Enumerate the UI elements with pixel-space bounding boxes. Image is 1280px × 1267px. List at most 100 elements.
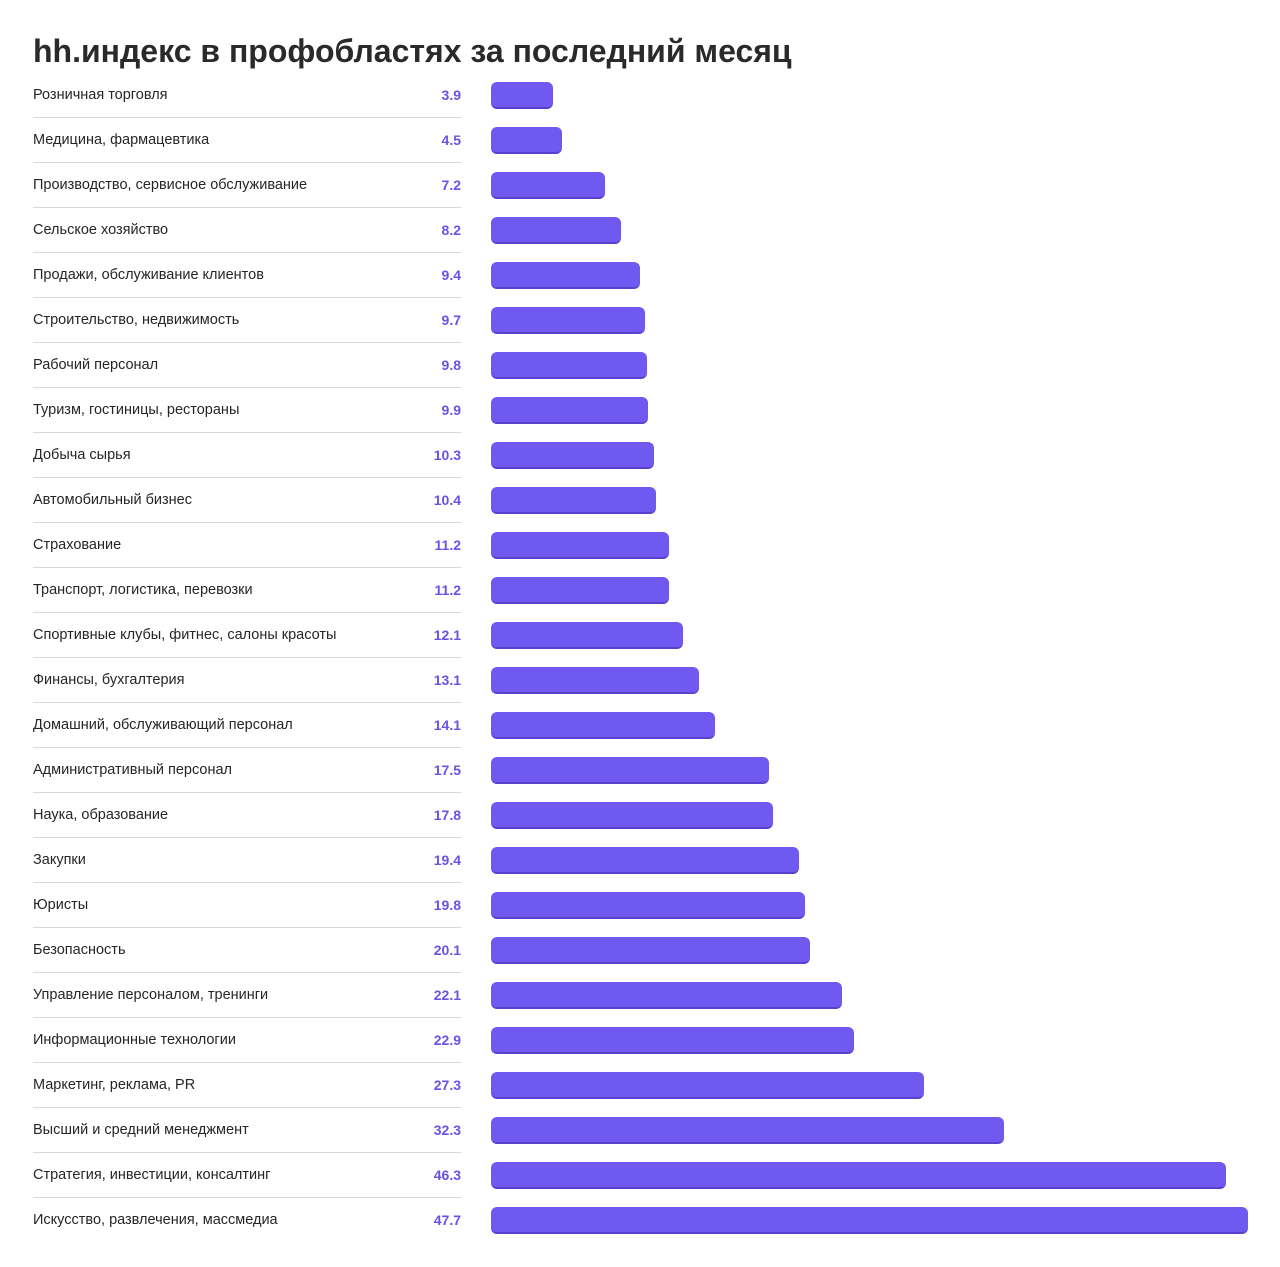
value-label: 22.9 <box>433 1032 461 1048</box>
bar-rows: Розничная торговля 3.9 Медицина, фармацевт… <box>0 73 1280 1243</box>
category-label: Продажи, обслуживание клиентов <box>33 267 264 283</box>
category-label: Розничная торговля <box>33 87 168 103</box>
bar <box>491 1117 1004 1144</box>
value-label: 9.4 <box>441 267 461 283</box>
value-label: 8.2 <box>441 222 461 238</box>
row-divider <box>33 1107 461 1108</box>
bar-row: Высший и средний менеджмент 32.3 <box>0 1108 1280 1153</box>
value-label: 22.1 <box>433 987 461 1003</box>
bar-row: Добыча сырья 10.3 <box>0 433 1280 478</box>
row-divider <box>33 1062 461 1063</box>
bar-row: Розничная торговля 3.9 <box>0 73 1280 118</box>
bar-row: Финансы, бухгалтерия 13.1 <box>0 658 1280 703</box>
category-label: Спортивные клубы, фитнес, салоны красоты <box>33 627 337 643</box>
row-divider <box>33 1197 461 1198</box>
value-label: 9.9 <box>441 402 461 418</box>
category-label: Высший и средний менеджмент <box>33 1122 249 1138</box>
chart-title: hh.индекс в профобластях за последний ме… <box>33 33 792 69</box>
category-label: Страхование <box>33 537 122 553</box>
row-divider <box>33 387 461 388</box>
row-divider <box>33 927 461 928</box>
category-label: Домашний, обслуживающий персонал <box>33 717 293 733</box>
value-label: 46.3 <box>433 1167 461 1183</box>
row-divider <box>33 612 461 613</box>
value-label: 17.8 <box>433 807 461 823</box>
bar <box>491 1027 854 1054</box>
bar-row: Спортивные клубы, фитнес, салоны красоты… <box>0 613 1280 658</box>
bar-row: Страхование 11.2 <box>0 523 1280 568</box>
bar <box>491 307 645 334</box>
value-label: 10.4 <box>433 492 461 508</box>
category-label: Строительство, недвижимость <box>33 312 240 328</box>
row-divider <box>33 567 461 568</box>
bar-row: Производство, сервисное обслуживание 7.2 <box>0 163 1280 208</box>
row-divider <box>33 837 461 838</box>
bar-row: Искусство, развлечения, массмедиа 47.7 <box>0 1198 1280 1243</box>
row-divider <box>33 522 461 523</box>
category-label: Искусство, развлечения, массмедиа <box>33 1212 278 1228</box>
bar <box>491 397 648 424</box>
row-divider <box>33 477 461 478</box>
bar <box>491 622 683 649</box>
bar <box>491 1072 924 1099</box>
value-label: 11.2 <box>434 537 461 553</box>
row-divider <box>33 702 461 703</box>
value-label: 10.3 <box>433 447 461 463</box>
row-divider <box>33 657 461 658</box>
bar <box>491 757 769 784</box>
row-divider <box>33 117 461 118</box>
bar <box>491 847 799 874</box>
bar <box>491 667 699 694</box>
value-label: 14.1 <box>433 717 461 733</box>
row-divider <box>33 882 461 883</box>
value-label: 17.5 <box>433 762 461 778</box>
bar-row: Стратегия, инвестиции, консалтинг 46.3 <box>0 1153 1280 1198</box>
value-label: 9.7 <box>441 312 461 328</box>
bar <box>491 937 810 964</box>
bar-row: Наука, образование 17.8 <box>0 793 1280 838</box>
value-label: 19.4 <box>433 852 461 868</box>
category-label: Закупки <box>33 852 86 868</box>
bar <box>491 1207 1248 1234</box>
bar-row: Туризм, гостиницы, рестораны 9.9 <box>0 388 1280 433</box>
category-label: Юристы <box>33 897 89 913</box>
bar <box>491 442 654 469</box>
bar-row: Транспорт, логистика, перевозки 11.2 <box>0 568 1280 613</box>
bar <box>491 802 773 829</box>
bar-row: Домашний, обслуживающий персонал 14.1 <box>0 703 1280 748</box>
value-label: 7.2 <box>441 177 461 193</box>
bar <box>491 82 553 109</box>
category-label: Производство, сервисное обслуживание <box>33 177 308 193</box>
bar <box>491 172 605 199</box>
row-divider <box>33 747 461 748</box>
category-label: Рабочий персонал <box>33 357 159 373</box>
row-divider <box>33 432 461 433</box>
bar <box>491 892 805 919</box>
bar <box>491 1162 1226 1189</box>
bar <box>491 532 669 559</box>
bar <box>491 262 640 289</box>
category-label: Управление персоналом, тренинги <box>33 987 269 1003</box>
value-label: 9.8 <box>441 357 461 373</box>
category-label: Административный персонал <box>33 762 232 778</box>
bar <box>491 982 842 1009</box>
row-divider <box>33 972 461 973</box>
bar-row: Закупки 19.4 <box>0 838 1280 883</box>
category-label: Сельское хозяйство <box>33 222 169 238</box>
category-label: Финансы, бухгалтерия <box>33 672 185 688</box>
value-label: 11.2 <box>434 582 461 598</box>
row-divider <box>33 297 461 298</box>
bar-row: Административный персонал 17.5 <box>0 748 1280 793</box>
value-label: 20.1 <box>433 942 461 958</box>
value-label: 47.7 <box>433 1212 461 1228</box>
category-label: Транспорт, логистика, перевозки <box>33 582 253 598</box>
bar <box>491 487 656 514</box>
bar-row: Продажи, обслуживание клиентов 9.4 <box>0 253 1280 298</box>
row-divider <box>33 1017 461 1018</box>
category-label: Безопасность <box>33 942 126 958</box>
value-label: 12.1 <box>433 627 461 643</box>
category-label: Маркетинг, реклама, PR <box>33 1077 196 1093</box>
bar-row: Сельское хозяйство 8.2 <box>0 208 1280 253</box>
bar-row: Рабочий персонал 9.8 <box>0 343 1280 388</box>
value-label: 4.5 <box>441 132 461 148</box>
